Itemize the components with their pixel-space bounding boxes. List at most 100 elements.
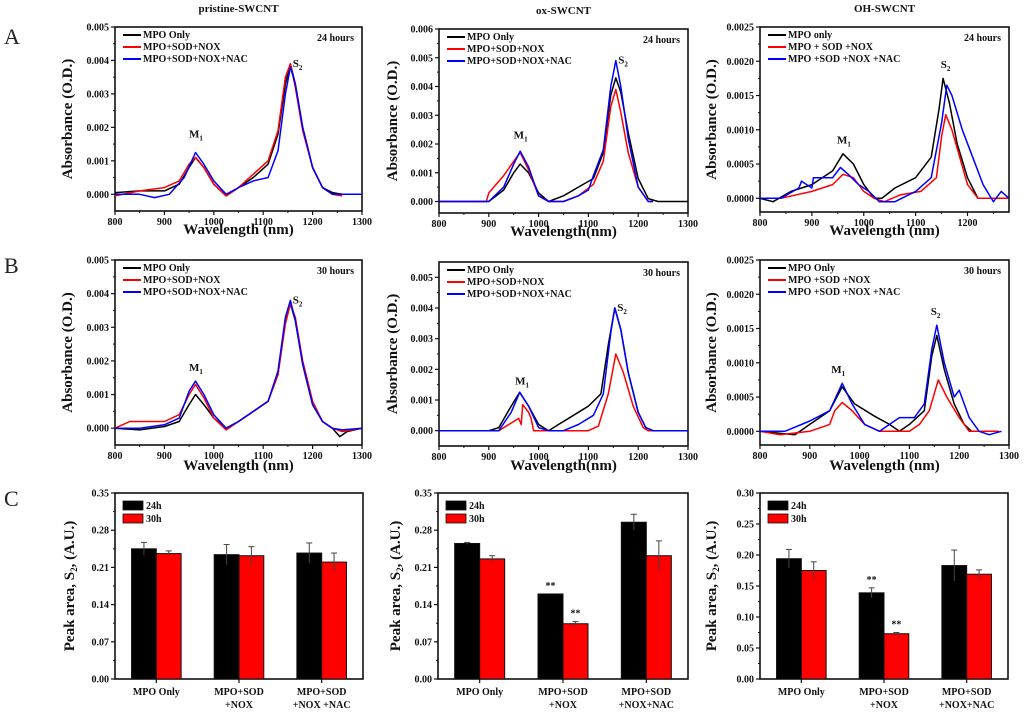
bar-30h [883,633,910,680]
legend-label: 30h [146,514,162,525]
category-label: MPO+SOD [622,687,672,698]
x-tick-label: 900 [157,217,172,228]
y-axis-label: Absorbance (O.D.) [60,59,76,179]
peak-label-s2: S2 [293,295,303,309]
y-tick-label: 0.005 [411,53,434,64]
legend-label: MPO+SOD+NOX+NAC [467,289,572,300]
bar-24h [776,558,802,680]
bar-30h [479,558,506,680]
bar-24h [941,565,968,680]
y-tick-label: 0.0025 [727,256,755,267]
y-tick-label: 0.002 [87,356,110,367]
chart-c3: 0.00 0.05 0.10 0.15 0.20 0.25 0.30 Peak area, S… [704,489,1009,711]
series-line-2 [760,113,1009,203]
legend-label: MPO+SOD+NOX+NAC [143,287,248,298]
legend-label: MPO+SOD+NOX [143,42,221,53]
series-line-1 [439,77,688,203]
x-tick-label: 1200 [628,452,648,463]
y-tick-label: 0.0025 [727,23,755,34]
y-tick-label: 0.002 [411,140,434,151]
bar-30h [155,553,182,680]
legend-label: 24h [791,501,807,512]
bar-24h [620,521,647,680]
peak-label-s2: S2 [293,58,303,72]
legend-swatch [445,513,467,524]
x-tick-label: 900 [481,452,496,463]
y-tick-label: 0.28 [415,526,433,537]
y-tick-label: 0.20 [737,551,755,562]
category-label: +NOX [870,700,899,711]
category-label: MPO Only [456,687,503,698]
y-tick-label: 0.35 [92,489,110,500]
x-tick-label: 1000 [529,219,549,230]
panel-letter-b: B [4,253,19,278]
legend-label: 30h [791,514,807,525]
chart-c1: 0.00 0.07 0.14 0.21 0.28 0.35 Peak area, S2, (… [62,489,364,711]
x-tick-label: 1000 [850,451,870,462]
y-axis-label: Absorbance (O.D.) [385,294,401,414]
y-tick-label: 0.004 [87,56,110,67]
legend-label: MPO Only [143,30,190,41]
x-tick-label: 1300 [352,451,372,462]
peak-label-m1: M1 [831,364,845,378]
y-axis-label: Absorbance (O.D.) [60,292,76,412]
bar-24h [454,542,481,680]
y-tick-label: 0.002 [411,365,434,376]
y-tick-label: 0.001 [87,390,110,401]
y-tick-label: 0.000 [411,197,434,208]
y-tick-label: 0.005 [87,256,110,267]
significance-marker: ** [571,609,581,620]
y-tick-label: 0.14 [415,600,433,611]
y-axis-label: Peak area, S2, (A.U.) [62,521,79,651]
legend-label: MPO+SOD+NOX [467,44,545,55]
legend-label: MPO + SOD +NOX [788,42,874,53]
series-line-2 [760,379,999,436]
legend-swatch [122,500,144,511]
peak-label-s2: S2 [941,59,951,73]
peak-label-s2: S2 [618,55,628,69]
x-axis-label: Wavelength (nm) [829,223,939,239]
chart-b1: 0.000 0.001 0.002 0.003 0.004 0.005 Absorbance… [60,256,372,475]
bar-24h [296,552,323,680]
series-line-1 [115,302,362,438]
x-tick-label: 1300 [999,451,1019,462]
legend-label: MPO Only [788,263,835,274]
y-tick-label: 0.004 [411,82,434,93]
y-tick-label: 0.0020 [727,290,755,301]
x-axis-label: Wavelength(nm) [510,224,617,240]
series-line-1 [439,307,688,432]
x-axis-label: Wavelength (nm) [183,222,293,238]
y-tick-label: 0.0000 [727,427,755,438]
legend-label: MPO Only [467,32,514,43]
category-label: MPO+SOD [538,687,588,698]
y-tick-label: 0.30 [737,489,755,500]
y-tick-label: 0.003 [87,323,110,334]
y-tick-label: 0.004 [411,304,434,315]
x-tick-label: 1100 [906,218,925,229]
bar-24h [537,593,564,680]
time-annotation: 24 hours [317,33,354,44]
legend-label: MPO+SOD+NOX+NAC [467,56,572,67]
chart-b2: 0.000 0.001 0.002 0.003 0.004 0.005 Absorbance… [385,261,698,474]
legend-swatch [122,513,144,524]
y-tick-label: 0.14 [92,600,110,611]
y-tick-label: 0.001 [411,168,434,179]
y-tick-label: 0.001 [87,156,110,167]
peak-label-m1: M1 [189,128,203,142]
y-axis-label: Peak area, S2, (A.U.) [704,521,721,651]
y-tick-label: 0.07 [415,637,433,648]
y-axis-label: Absorbance (O.D.) [704,59,720,179]
y-tick-label: 0.003 [411,334,434,345]
bar-24h [131,548,157,680]
bar-30h [562,623,589,680]
series-line-3 [760,84,1009,203]
significance-marker: ** [891,620,901,631]
x-tick-label: 1300 [678,452,698,463]
y-tick-label: 0.005 [87,23,110,34]
y-axis-label: Peak area, S2, (A.U.) [388,521,405,651]
y-tick-label: 0.0005 [727,393,755,404]
x-tick-label: 1000 [204,451,224,462]
panel-title: OH-SWCNT [854,3,916,15]
x-tick-label: 1200 [958,218,978,229]
